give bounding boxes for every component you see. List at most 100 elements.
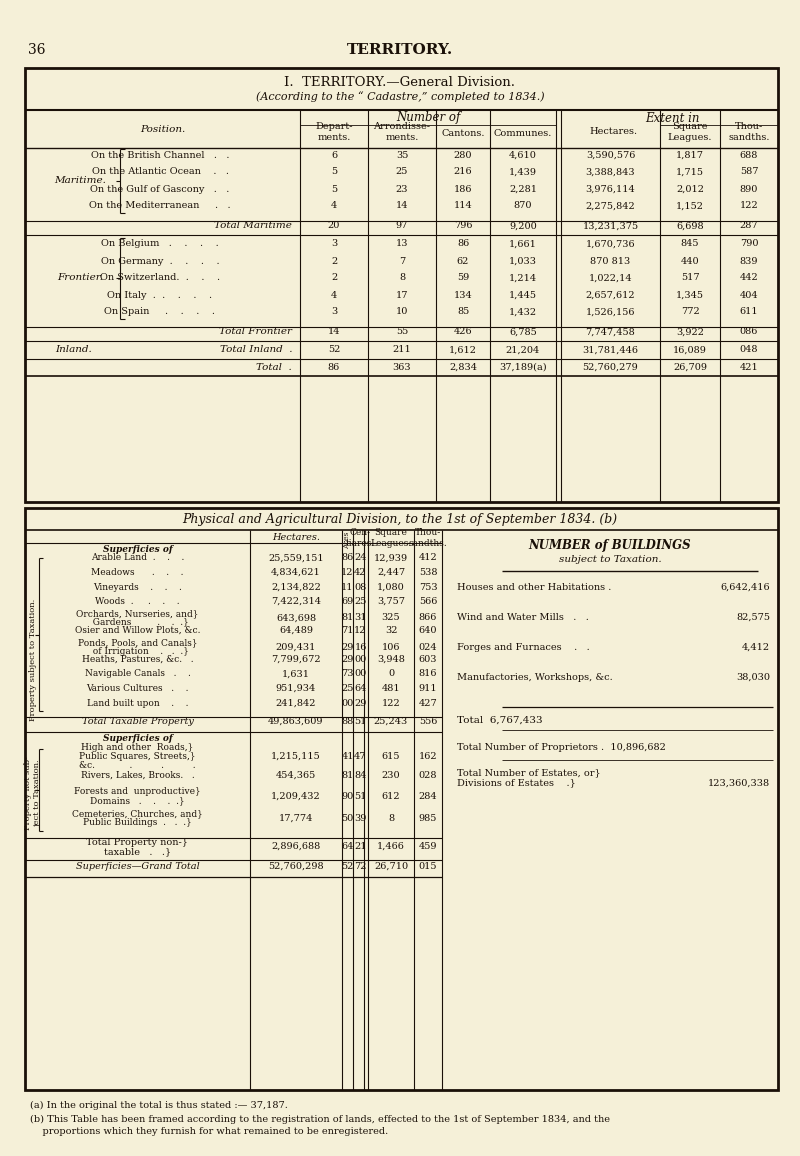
Text: Thou-
sandths.: Thou- sandths. — [728, 123, 770, 142]
Text: Total Property non-}: Total Property non-} — [86, 838, 189, 847]
Text: 10: 10 — [396, 307, 408, 317]
Text: 688: 688 — [740, 150, 758, 160]
Text: Meadows      .    .    .: Meadows . . . — [91, 568, 184, 577]
Text: 162: 162 — [418, 753, 438, 761]
Text: 69: 69 — [342, 596, 354, 606]
Text: 4,834,621: 4,834,621 — [271, 568, 321, 577]
Text: 4,610: 4,610 — [509, 150, 537, 160]
Text: 4: 4 — [331, 290, 337, 299]
Text: Thou-
sandths.: Thou- sandths. — [409, 528, 447, 548]
Text: 81: 81 — [342, 771, 354, 780]
Text: 985: 985 — [419, 814, 437, 823]
Text: 209,431: 209,431 — [276, 643, 316, 652]
Text: 870: 870 — [514, 201, 532, 210]
Text: 412: 412 — [418, 554, 438, 563]
Text: 31,781,446: 31,781,446 — [582, 346, 638, 355]
Text: 122: 122 — [382, 698, 400, 707]
Text: 2,281: 2,281 — [509, 185, 537, 193]
Text: 3: 3 — [331, 307, 337, 317]
Text: NUMBER of BUILDINGS: NUMBER of BUILDINGS — [529, 539, 691, 551]
Text: 59: 59 — [457, 274, 469, 282]
Text: Forges and Furnaces    .   .: Forges and Furnaces . . — [457, 643, 590, 652]
Text: 442: 442 — [740, 274, 758, 282]
Text: of Irrigation    .   .  .}: of Irrigation . . .} — [86, 646, 189, 655]
Text: 29: 29 — [342, 655, 354, 664]
Text: 6,642,416: 6,642,416 — [720, 583, 770, 592]
Text: 2,012: 2,012 — [676, 185, 704, 193]
Text: 1,209,432: 1,209,432 — [271, 792, 321, 801]
Text: 1,526,156: 1,526,156 — [586, 307, 635, 317]
Text: Public Squares, Streets,}: Public Squares, Streets,} — [79, 753, 196, 761]
Text: 772: 772 — [681, 307, 699, 317]
Text: taxable   .   .}: taxable . .} — [104, 847, 171, 855]
Text: On Italy  .  .    .    .    .: On Italy . . . . . — [107, 290, 213, 299]
Text: 1,432: 1,432 — [509, 307, 537, 317]
Text: 1,345: 1,345 — [676, 290, 704, 299]
Text: 280: 280 — [454, 150, 472, 160]
Text: Inland.: Inland. — [55, 346, 92, 355]
Text: 00: 00 — [342, 698, 354, 707]
Text: Vineyards    .    .    .: Vineyards . . . — [93, 583, 182, 592]
Text: 13: 13 — [396, 239, 408, 249]
Text: 454,365: 454,365 — [276, 771, 316, 780]
Text: 890: 890 — [740, 185, 758, 193]
Text: 753: 753 — [418, 583, 438, 592]
Text: 29: 29 — [354, 698, 366, 707]
Text: 1,033: 1,033 — [509, 257, 537, 266]
Text: Navigable Canals   .    .: Navigable Canals . . — [85, 669, 190, 679]
Text: 39: 39 — [354, 814, 366, 823]
Text: 839: 839 — [740, 257, 758, 266]
Text: 1,670,736: 1,670,736 — [586, 239, 635, 249]
Text: 3: 3 — [331, 239, 337, 249]
Text: Total Frontier: Total Frontier — [219, 327, 292, 336]
Text: 84: 84 — [354, 771, 366, 780]
Text: Forests and  unproductive}: Forests and unproductive} — [74, 787, 201, 796]
Text: 17,774: 17,774 — [279, 814, 313, 823]
Text: Cemeteries, Churches, and}: Cemeteries, Churches, and} — [72, 809, 203, 818]
Text: 106: 106 — [382, 643, 400, 652]
Text: 0: 0 — [388, 669, 394, 679]
Text: On Germany  .    .    .    .: On Germany . . . . — [101, 257, 219, 266]
Text: 52,760,279: 52,760,279 — [582, 363, 638, 371]
Text: 6: 6 — [331, 150, 337, 160]
Text: 230: 230 — [382, 771, 400, 780]
Text: 38,030: 38,030 — [736, 673, 770, 682]
Text: 3,590,576: 3,590,576 — [586, 150, 635, 160]
Text: 64: 64 — [354, 684, 366, 692]
Text: 287: 287 — [740, 222, 758, 230]
Text: 911: 911 — [418, 684, 438, 692]
Text: 13,231,375: 13,231,375 — [582, 222, 638, 230]
Text: 51: 51 — [354, 792, 366, 801]
Text: 25,243: 25,243 — [374, 717, 408, 726]
Text: 603: 603 — [418, 655, 438, 664]
Text: 26,709: 26,709 — [673, 363, 707, 371]
Text: 481: 481 — [382, 684, 400, 692]
Text: 1,466: 1,466 — [377, 842, 405, 851]
Text: 114: 114 — [454, 201, 472, 210]
Text: 25: 25 — [396, 168, 408, 177]
Text: Position.: Position. — [140, 126, 185, 134]
Text: 134: 134 — [454, 290, 472, 299]
Text: 122: 122 — [740, 201, 758, 210]
Text: 216: 216 — [454, 168, 472, 177]
Text: Cen-
tiares.: Cen- tiares. — [346, 528, 375, 548]
Text: 3,976,114: 3,976,114 — [586, 185, 635, 193]
Text: 25: 25 — [342, 684, 354, 692]
Text: 16: 16 — [354, 643, 366, 652]
Text: 50: 50 — [342, 814, 354, 823]
Text: Ponds, Pools, and Canals}: Ponds, Pools, and Canals} — [78, 638, 198, 647]
Text: 88: 88 — [342, 717, 354, 726]
Text: 85: 85 — [457, 307, 469, 317]
Text: 086: 086 — [740, 327, 758, 336]
Text: Depart-
ments.: Depart- ments. — [315, 123, 353, 142]
Text: 00: 00 — [354, 655, 366, 664]
Text: 426: 426 — [454, 327, 472, 336]
Text: 421: 421 — [740, 363, 758, 371]
Text: 9,200: 9,200 — [509, 222, 537, 230]
Text: On Switzerland.  .    .    .: On Switzerland. . . . — [100, 274, 220, 282]
Text: Total Taxable Property: Total Taxable Property — [82, 717, 194, 726]
Text: Property subject to Taxation.: Property subject to Taxation. — [29, 599, 37, 721]
Text: 816: 816 — [418, 669, 438, 679]
Text: Hectares.: Hectares. — [272, 534, 320, 542]
Text: 3,948: 3,948 — [377, 655, 405, 664]
